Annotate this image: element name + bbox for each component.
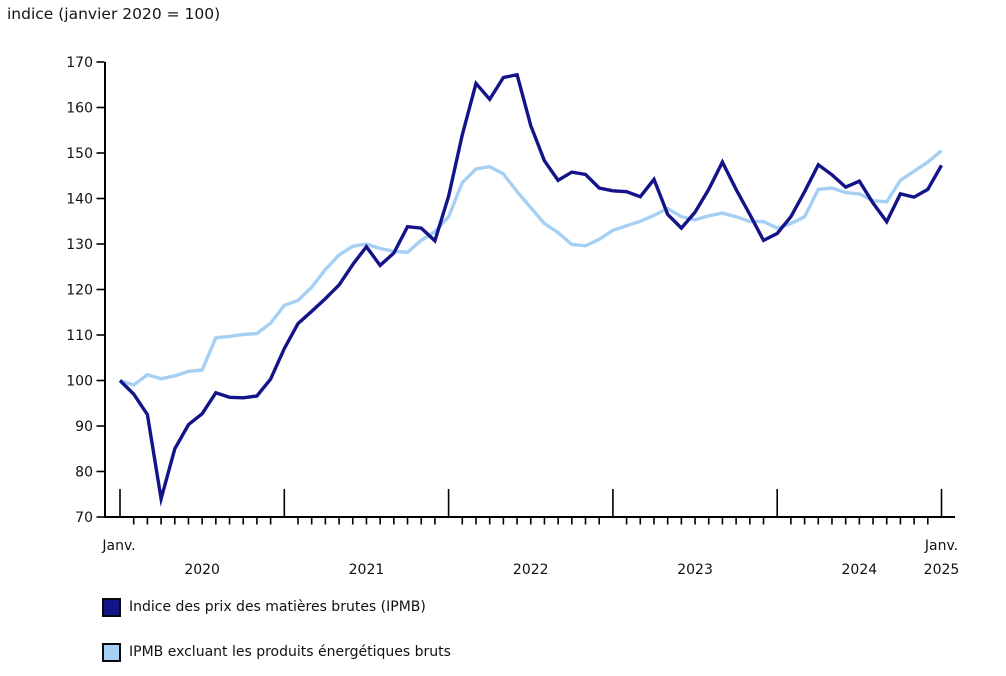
legend: Indice des prix des matières brutes (IPM… <box>102 597 451 676</box>
x-label-year: 2021 <box>349 562 385 578</box>
x-label-year: 2020 <box>184 562 220 578</box>
y-tick-label: 100 <box>66 374 93 390</box>
y-tick-label: 140 <box>66 192 93 208</box>
chart-title: indice (janvier 2020 = 100) <box>7 5 221 23</box>
series-line-ipmb <box>118 72 943 507</box>
x-label-janv-2020: Janv. <box>101 538 135 554</box>
y-tick-label: 110 <box>66 328 93 344</box>
y-tick-label: 120 <box>66 283 93 299</box>
series-line-ipmb-ex-energie <box>119 149 943 387</box>
tick-marks <box>96 61 943 525</box>
y-tick-label: 130 <box>66 237 93 253</box>
legend-item-ipmb: Indice des prix des matières brutes (IPM… <box>102 597 451 617</box>
legend-item-ipmb-ex-energie: IPMB excluant les produits énergétiques … <box>102 642 451 662</box>
y-tick-label: 160 <box>66 101 93 117</box>
y-tick-label: 70 <box>75 510 93 526</box>
x-label-year: 2022 <box>513 562 549 578</box>
legend-swatch-ipmb <box>102 597 121 617</box>
x-label-janv-2025: Janv. <box>924 538 958 554</box>
y-tick-label: 90 <box>75 419 93 435</box>
legend-label-ipmb-ex-energie: IPMB excluant les produits énergétiques … <box>129 644 451 660</box>
x-label-year: 2024 <box>842 562 878 578</box>
x-label-2025: 2025 <box>924 562 960 578</box>
y-tick-label: 80 <box>75 465 93 481</box>
legend-swatch-ipmb-ex-energie <box>102 642 121 662</box>
legend-label-ipmb: Indice des prix des matières brutes (IPM… <box>129 599 426 615</box>
y-tick-label: 170 <box>66 55 93 71</box>
axes <box>104 62 955 518</box>
y-tick-label: 150 <box>66 146 93 162</box>
x-label-year: 2023 <box>677 562 713 578</box>
axis-labels: 70 80 90 100 110 120 130 140 150 160 170 Janv. 2020 2… <box>66 55 959 578</box>
